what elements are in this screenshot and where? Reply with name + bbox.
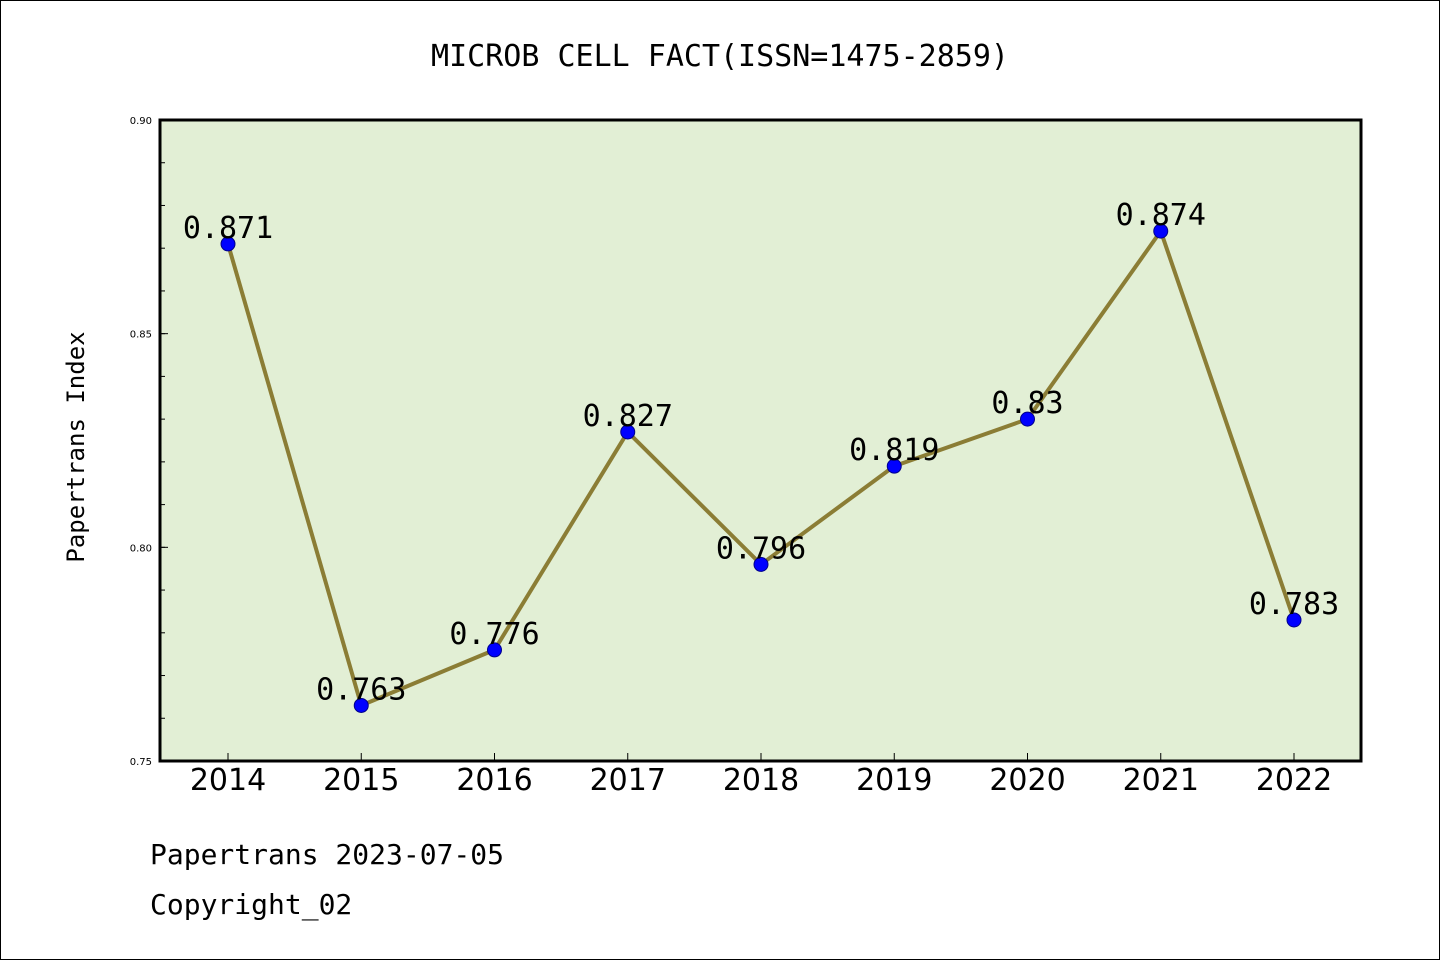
y-axis: 0.75 0.80 0.85 0.90 [130,116,168,768]
data-point [220,236,236,252]
data-point [620,424,636,440]
y-tick-label: 0.75 [130,757,152,768]
y-tick-label: 0.90 [130,116,152,127]
data-label: 0.874 [1116,198,1206,233]
data-point [886,458,902,474]
footer-copyright: Copyright_02 [150,888,352,922]
footer-date: Papertrans 2023-07-05 [150,838,504,871]
data-point [487,642,502,658]
data-label: 0.776 [449,617,539,652]
x-tick-label: 2015 [323,763,399,798]
series-group [220,223,1302,713]
x-tick-label: 2014 [190,763,266,798]
data-label: 0.827 [583,399,673,434]
data-point [1020,411,1035,427]
x-tick-label: 2022 [1256,763,1332,798]
y-axis-label: Papertrans Index [62,331,90,562]
x-tick-label: 2021 [1123,763,1199,798]
data-labels: 0.871 0.763 0.776 0.827 0.796 0.819 0.83 0.874 0… [183,198,1339,707]
data-point [353,697,369,713]
chart-title: MICROB CELL FACT(ISSN=1475-2859) [431,39,1009,74]
x-tick-label: 2020 [989,763,1065,798]
data-point [753,556,769,572]
data-point [1153,223,1169,239]
data-label: 0.783 [1249,587,1339,622]
data-label: 0.819 [849,433,939,468]
x-tick-label: 2016 [456,763,532,798]
data-label: 0.763 [316,672,406,707]
x-axis: 2014 2015 2016 2017 2018 2019 2020 2021 2022 [190,753,1332,798]
x-tick-label: 2017 [590,763,666,798]
x-tick-label: 2019 [856,763,932,798]
y-tick-label: 0.85 [130,330,152,341]
data-label: 0.83 [991,386,1063,421]
y-tick-label: 0.80 [130,543,152,554]
data-label: 0.796 [716,531,806,566]
x-tick-label: 2018 [723,763,799,798]
data-label: 0.871 [183,211,273,246]
data-point [1286,612,1302,628]
